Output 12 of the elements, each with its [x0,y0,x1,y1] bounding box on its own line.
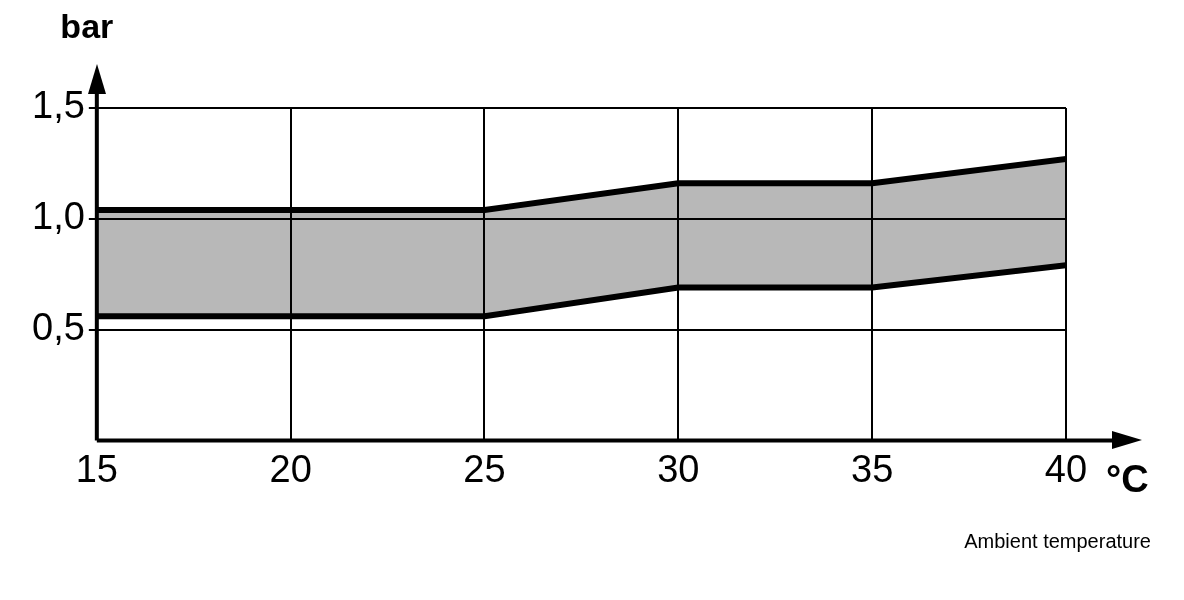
y-tick-label: 1,5 [32,84,85,127]
y-tick-label: 0,5 [32,306,85,349]
x-tick-label: 40 [1044,447,1088,490]
y-tick-label: 1,0 [32,195,85,238]
y-axis-title: bar [60,7,114,46]
x-tick-label: 25 [463,447,506,490]
x-axis-title: °C [1106,457,1149,500]
x-tick-label: 35 [851,447,894,490]
x-tick-label: 20 [269,447,312,490]
x-tick-label: 15 [75,447,118,490]
x-tick-label: 30 [657,447,700,490]
text: Ambient temperature [964,529,1151,552]
